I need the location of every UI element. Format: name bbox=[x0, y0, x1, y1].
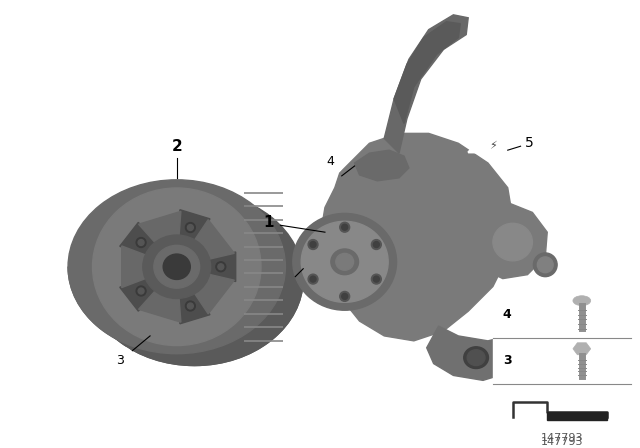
Bar bbox=[547, 412, 607, 420]
Ellipse shape bbox=[573, 296, 591, 306]
Text: 5: 5 bbox=[525, 136, 534, 150]
Text: 3: 3 bbox=[116, 354, 124, 367]
Circle shape bbox=[136, 286, 146, 296]
Polygon shape bbox=[139, 279, 181, 322]
Ellipse shape bbox=[68, 180, 285, 354]
Polygon shape bbox=[191, 252, 236, 281]
Circle shape bbox=[188, 224, 193, 230]
Polygon shape bbox=[177, 279, 210, 324]
Polygon shape bbox=[355, 150, 409, 181]
Polygon shape bbox=[427, 326, 518, 380]
Circle shape bbox=[310, 276, 316, 282]
Circle shape bbox=[107, 347, 134, 375]
Polygon shape bbox=[320, 134, 513, 341]
Text: 2: 2 bbox=[172, 139, 182, 154]
Polygon shape bbox=[139, 211, 181, 254]
Text: 1: 1 bbox=[264, 215, 274, 230]
Circle shape bbox=[216, 262, 226, 271]
Ellipse shape bbox=[336, 254, 353, 270]
Polygon shape bbox=[394, 22, 460, 124]
Circle shape bbox=[308, 240, 318, 250]
Circle shape bbox=[310, 241, 316, 247]
Circle shape bbox=[186, 223, 195, 233]
Ellipse shape bbox=[293, 213, 397, 310]
Polygon shape bbox=[186, 271, 234, 314]
Circle shape bbox=[188, 303, 193, 309]
Text: 147793: 147793 bbox=[541, 437, 583, 447]
Text: 4: 4 bbox=[503, 308, 511, 321]
Ellipse shape bbox=[301, 221, 388, 302]
Circle shape bbox=[342, 293, 348, 299]
Circle shape bbox=[373, 276, 380, 282]
Bar bbox=[493, 292, 631, 430]
Circle shape bbox=[186, 301, 195, 311]
Text: 147793: 147793 bbox=[541, 433, 583, 443]
Polygon shape bbox=[384, 15, 468, 153]
Polygon shape bbox=[468, 125, 518, 152]
Ellipse shape bbox=[154, 246, 200, 288]
Ellipse shape bbox=[143, 235, 211, 298]
Text: 3: 3 bbox=[503, 354, 511, 367]
Text: ⚡: ⚡ bbox=[489, 141, 497, 151]
Circle shape bbox=[371, 274, 381, 284]
Polygon shape bbox=[177, 210, 210, 255]
Polygon shape bbox=[120, 272, 167, 311]
Polygon shape bbox=[68, 267, 303, 366]
Ellipse shape bbox=[493, 223, 532, 261]
Ellipse shape bbox=[86, 192, 303, 366]
Polygon shape bbox=[186, 220, 234, 263]
Polygon shape bbox=[120, 222, 167, 262]
Ellipse shape bbox=[163, 254, 190, 280]
Circle shape bbox=[138, 240, 144, 246]
Text: 4: 4 bbox=[326, 155, 334, 168]
Circle shape bbox=[316, 147, 344, 175]
Circle shape bbox=[533, 253, 557, 276]
Circle shape bbox=[340, 222, 349, 232]
Polygon shape bbox=[573, 343, 591, 355]
Polygon shape bbox=[122, 246, 161, 288]
Ellipse shape bbox=[467, 350, 485, 366]
Ellipse shape bbox=[93, 188, 261, 345]
Circle shape bbox=[373, 241, 380, 247]
Circle shape bbox=[136, 237, 146, 247]
Polygon shape bbox=[466, 202, 547, 279]
Ellipse shape bbox=[331, 249, 358, 275]
Circle shape bbox=[308, 274, 318, 284]
Circle shape bbox=[340, 292, 349, 302]
Circle shape bbox=[342, 224, 348, 230]
Circle shape bbox=[138, 288, 144, 294]
Circle shape bbox=[371, 240, 381, 250]
Circle shape bbox=[538, 257, 553, 273]
Ellipse shape bbox=[464, 347, 488, 369]
Circle shape bbox=[218, 264, 224, 270]
